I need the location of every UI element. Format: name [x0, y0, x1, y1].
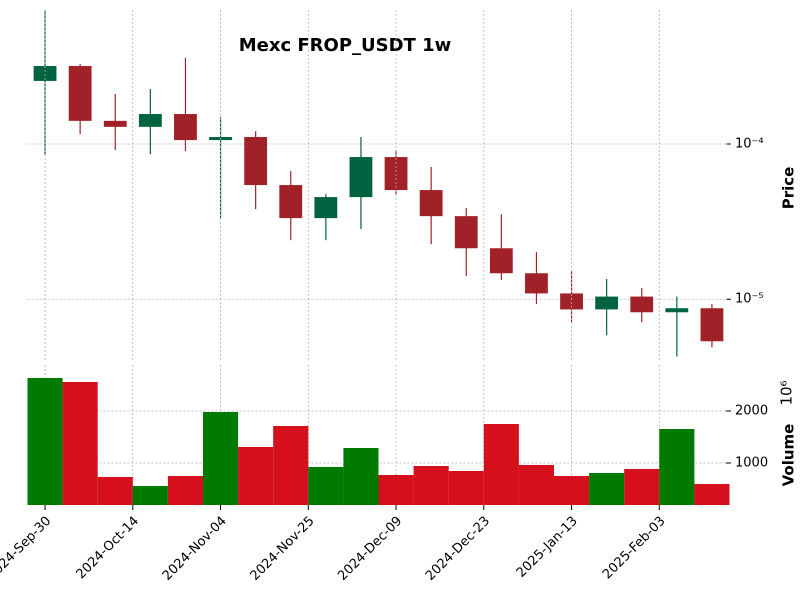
- x-tick-label: 2024-Dec-09: [335, 514, 405, 584]
- x-tick-label: 2025-Jan-13: [514, 514, 581, 581]
- volume-bar: [343, 448, 379, 505]
- candle-body: [454, 216, 478, 249]
- volume-bar: [238, 446, 274, 505]
- volume-bar: [27, 377, 63, 505]
- x-tick-label: 2024-Oct-14: [74, 514, 142, 582]
- volume-bar: [413, 466, 449, 505]
- candle-body: [279, 185, 303, 219]
- x-tick-label: 2024-Dec-23: [423, 514, 493, 584]
- y-tick-label: 1000: [735, 455, 768, 470]
- volume-bar: [518, 464, 554, 505]
- volume-bar: [308, 466, 344, 505]
- x-tick-label: 2024-Nov-04: [160, 514, 230, 584]
- candle-body: [33, 66, 57, 81]
- volume-bar: [554, 475, 590, 505]
- candle-body: [595, 296, 619, 310]
- volume-bar: [448, 471, 484, 505]
- volume-bar: [273, 425, 309, 505]
- volume-bar: [589, 472, 625, 505]
- candle-body: [630, 296, 654, 313]
- volume-bar: [62, 381, 98, 505]
- volume-bar: [97, 476, 133, 505]
- volume-bar: [694, 483, 730, 505]
- volume-bar: [167, 475, 203, 505]
- volume-bar: [624, 468, 660, 505]
- candle-body: [489, 248, 513, 274]
- x-tick-label: 2025-Feb-03: [600, 514, 669, 583]
- candle-body: [419, 190, 443, 217]
- volume-bar: [659, 428, 695, 505]
- y-axis-label: Price: [780, 167, 798, 210]
- candle-body: [103, 120, 127, 127]
- candle-body: [560, 293, 583, 310]
- candle-body: [314, 197, 338, 219]
- volume-bar: [378, 475, 414, 505]
- candle-body: [349, 157, 373, 198]
- volume-bar: [203, 411, 239, 505]
- candle-body: [138, 114, 162, 127]
- candle-body: [665, 308, 689, 313]
- volume-bar: [483, 424, 519, 505]
- candle-body: [174, 114, 197, 141]
- candle-body: [700, 308, 724, 342]
- volume-axis-label: Volume: [780, 424, 798, 487]
- volume-bar: [132, 485, 168, 505]
- chart-title: Mexc FROP_USDT 1w: [239, 35, 452, 56]
- x-tick-label: 2024-Sep-30: [0, 514, 54, 584]
- volume-offset-label: 10⁶: [778, 380, 796, 405]
- candle-body: [68, 66, 92, 121]
- candle-body: [525, 273, 548, 294]
- candle-body: [244, 136, 268, 186]
- y-tick-label: 10⁻⁴: [735, 137, 764, 152]
- y-tick-label: 2000: [735, 404, 768, 419]
- y-tick-label: 10⁻⁵: [735, 292, 764, 307]
- candle-body: [384, 157, 408, 191]
- x-tick-label: 2024-Nov-25: [248, 514, 318, 584]
